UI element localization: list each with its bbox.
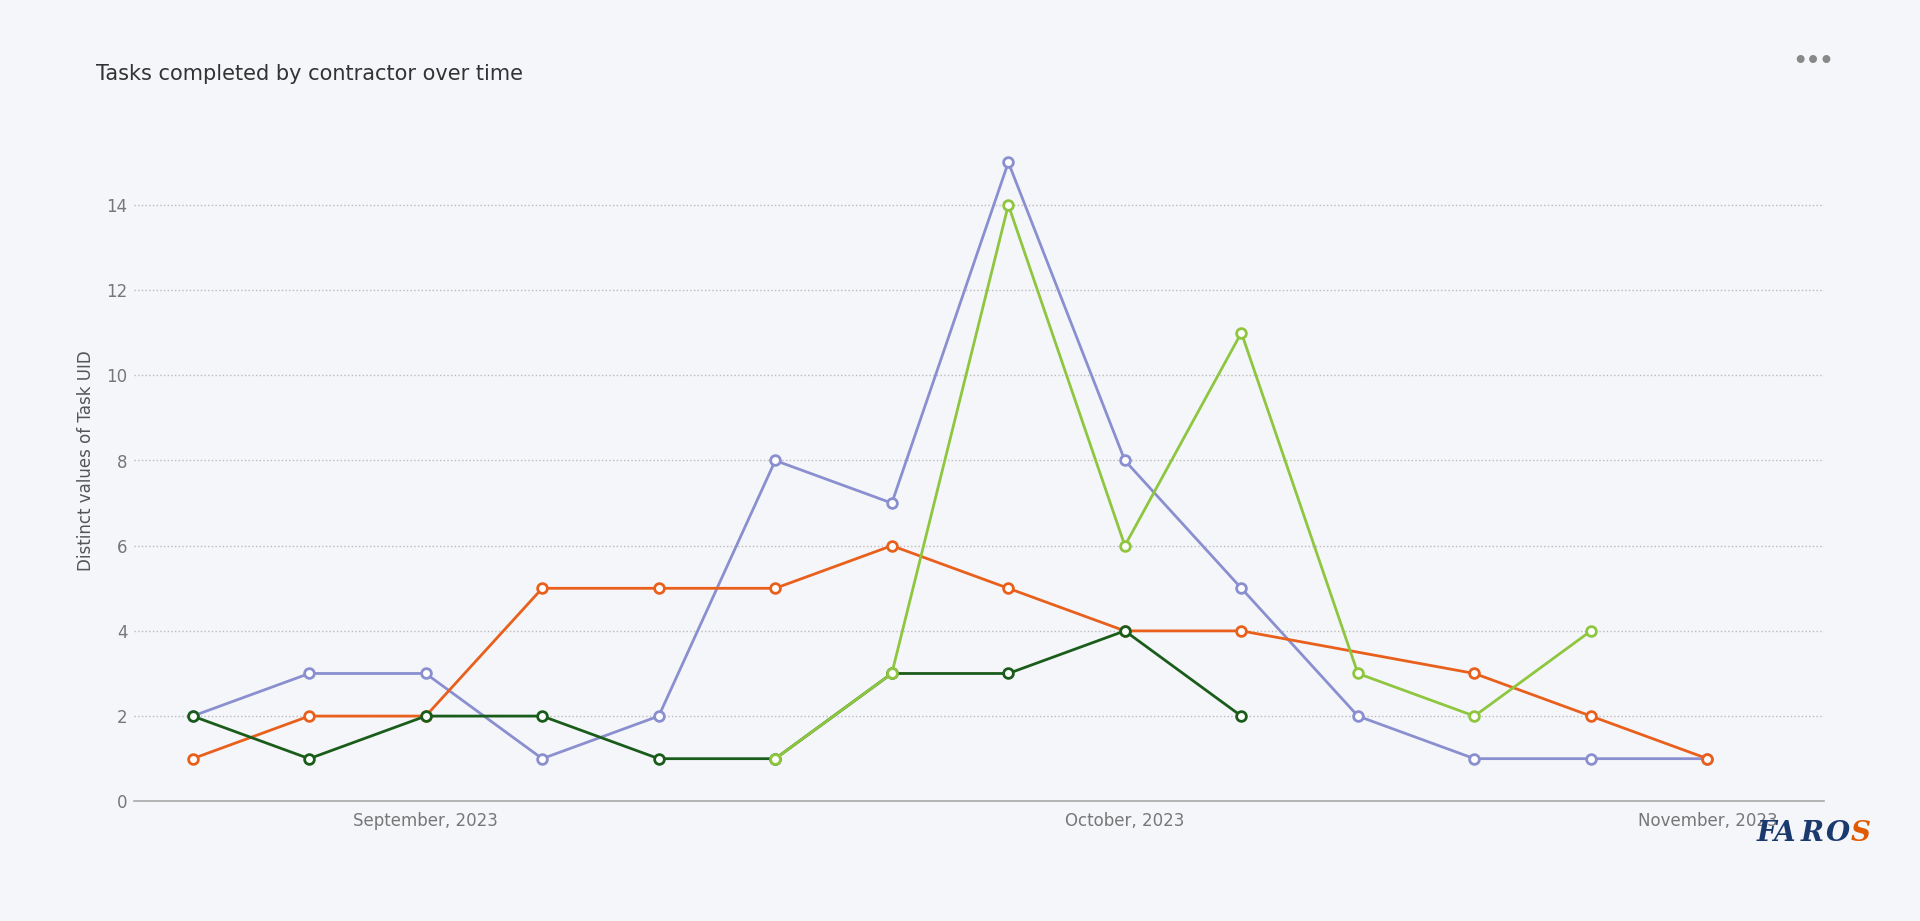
Text: FA: FA xyxy=(1757,821,1797,847)
Y-axis label: Distinct values of Task UID: Distinct values of Task UID xyxy=(77,350,96,571)
Text: •••: ••• xyxy=(1793,51,1834,71)
Text: R: R xyxy=(1801,821,1824,847)
Text: S: S xyxy=(1851,821,1870,847)
Text: Tasks completed by contractor over time: Tasks completed by contractor over time xyxy=(96,64,522,85)
Text: O: O xyxy=(1826,821,1851,847)
